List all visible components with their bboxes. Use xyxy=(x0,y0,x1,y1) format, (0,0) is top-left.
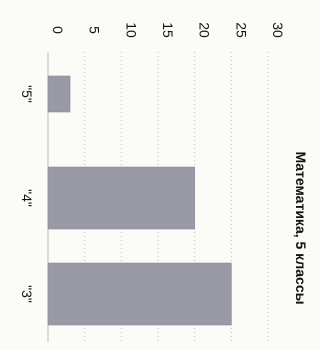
category-label: "5" xyxy=(19,85,35,103)
category-label: "3" xyxy=(19,285,35,303)
y-tick-labels: 0 5 10 15 20 25 30 xyxy=(50,22,286,38)
y-tick-label: 25 xyxy=(233,22,249,38)
y-tick-label: 20 xyxy=(197,22,213,38)
bars xyxy=(47,75,232,326)
y-tick-label: 30 xyxy=(270,22,286,38)
bar xyxy=(47,75,71,113)
category-label: "4" xyxy=(19,189,35,207)
bar xyxy=(47,166,195,230)
y-tick-label: 10 xyxy=(123,22,139,38)
category-labels: "5" "4" "3" xyxy=(19,85,35,303)
y-tick-label: 0 xyxy=(50,26,66,34)
y-tick-label: 5 xyxy=(87,26,103,34)
bar xyxy=(47,262,232,326)
y-tick-label: 15 xyxy=(160,22,176,38)
chart-title: Математика, 5 классы xyxy=(293,151,309,304)
